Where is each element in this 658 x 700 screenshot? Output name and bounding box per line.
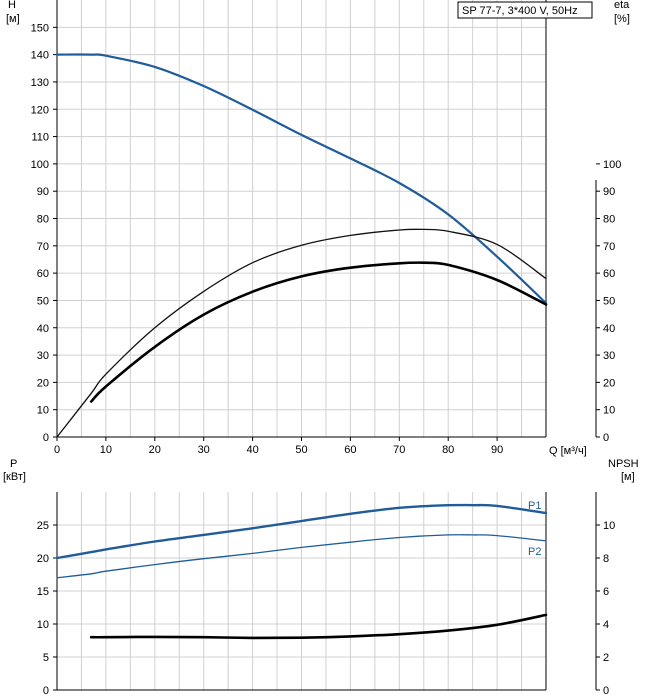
top-curves <box>55 53 548 438</box>
y-right-tick-label: 40 <box>603 323 615 335</box>
x-tick-label: 70 <box>393 444 405 456</box>
x-tick-label: 80 <box>442 444 454 456</box>
y-right-tick-label: 0 <box>603 432 609 444</box>
y-left-tick-label: 90 <box>37 186 49 198</box>
y-right-tick-label: 8 <box>603 553 609 565</box>
y-left-tick-label: 10 <box>37 619 49 631</box>
y-right-tick-label: 0 <box>603 685 609 697</box>
y-right-tick-label: 70 <box>603 241 615 253</box>
y-right-tick-label: 80 <box>603 214 615 226</box>
y-right-tick-label: 4 <box>603 619 609 631</box>
series-label-p2: P2 <box>528 546 541 558</box>
x-tick-label: 10 <box>100 444 112 456</box>
curve-series-0 <box>55 53 548 305</box>
x-tick-label: 90 <box>491 444 503 456</box>
y-right-tick-label: 10 <box>603 520 615 532</box>
y-left-tick-label: 120 <box>31 104 49 116</box>
y-right-tick-label: 50 <box>603 295 615 307</box>
curve-p1 <box>55 503 548 560</box>
y-left-tick-label: 150 <box>31 22 49 34</box>
top-grid <box>57 0 546 437</box>
x-tick-label: 40 <box>246 444 258 456</box>
y-right-tick-label: 90 <box>603 186 615 198</box>
bottom-axes <box>53 492 600 691</box>
chart-title-box: SP 77-7, 3*400 V, 50Hz <box>457 1 593 19</box>
curve-series-2 <box>89 261 548 403</box>
top-tick-labels: 0102030405060708090100110120130140150010… <box>31 22 622 456</box>
bottom-axis-labels: P [кВт] NPSH [м] P1 P2 <box>3 458 639 558</box>
y-right-tick-label: 2 <box>603 652 609 664</box>
y-left-tick-label: 30 <box>37 350 49 362</box>
y-right-tick-label: 60 <box>603 268 615 280</box>
y-left-tick-label: 100 <box>31 159 49 171</box>
y-left-tick-label: 15 <box>37 586 49 598</box>
y-right-tick-label: 10 <box>603 405 615 417</box>
y-left-tick-label: 20 <box>37 553 49 565</box>
y-left-label-line1: H <box>8 0 16 11</box>
p-label-line2: [кВт] <box>3 471 26 483</box>
y-right-label-line1: eta <box>614 0 630 11</box>
y-right-tick-label: 30 <box>603 350 615 362</box>
curve-series-1 <box>56 228 547 438</box>
y-left-tick-label: 0 <box>43 685 49 697</box>
y-left-tick-label: 50 <box>37 295 49 307</box>
y-left-label-line2: [м] <box>6 13 20 25</box>
x-tick-label: 0 <box>54 444 60 456</box>
y-left-tick-label: 70 <box>37 241 49 253</box>
x-tick-label: 20 <box>149 444 161 456</box>
bottom-grid <box>57 492 546 690</box>
y-left-tick-label: 5 <box>43 652 49 664</box>
y-left-tick-label: 20 <box>37 377 49 389</box>
bottom-tick-labels: 0 5 10 15 20 25 0 2 4 6 8 10 <box>37 520 616 697</box>
y-left-tick-label: 110 <box>31 132 49 144</box>
y-left-tick-label: 10 <box>37 405 49 417</box>
x-tick-label: 60 <box>344 444 356 456</box>
y-left-tick-label: 25 <box>37 520 49 532</box>
p-label-line1: P <box>10 458 17 470</box>
y-right-tick-label: 20 <box>603 377 615 389</box>
series-label-p1: P1 <box>528 500 541 512</box>
y-left-tick-label: 40 <box>37 323 49 335</box>
power-npsh-panel: 0 5 10 15 20 25 0 2 4 6 8 10 P [кВт] NPSH [м] P1 P2 <box>3 458 639 697</box>
head-efficiency-panel: 0102030405060708090100110120130140150010… <box>6 0 630 457</box>
chart-title: SP 77-7, 3*400 V, 50Hz <box>462 5 578 17</box>
y-left-tick-label: 130 <box>31 77 49 89</box>
y-right-label-line2: [%] <box>614 13 630 25</box>
y-left-tick-label: 60 <box>37 268 49 280</box>
npsh-label-line1: NPSH <box>608 458 639 470</box>
npsh-label-line2: [м] <box>621 471 635 483</box>
x-axis-label: Q [м³/ч] <box>549 445 587 457</box>
top-axes <box>53 0 600 441</box>
top-axis-labels: H [м] eta [%] Q [м³/ч] <box>6 0 630 457</box>
curve-series-2 <box>89 613 548 640</box>
y-left-tick-label: 80 <box>37 214 49 226</box>
y-right-tick-label: 6 <box>603 586 609 598</box>
bottom-curves <box>55 503 548 640</box>
x-tick-label: 50 <box>295 444 307 456</box>
y-right-tick-label: 100 <box>603 159 621 171</box>
x-tick-label: 30 <box>198 444 210 456</box>
y-left-tick-label: 140 <box>31 50 49 62</box>
y-left-tick-label: 0 <box>43 432 49 444</box>
curve-p2 <box>56 534 547 579</box>
